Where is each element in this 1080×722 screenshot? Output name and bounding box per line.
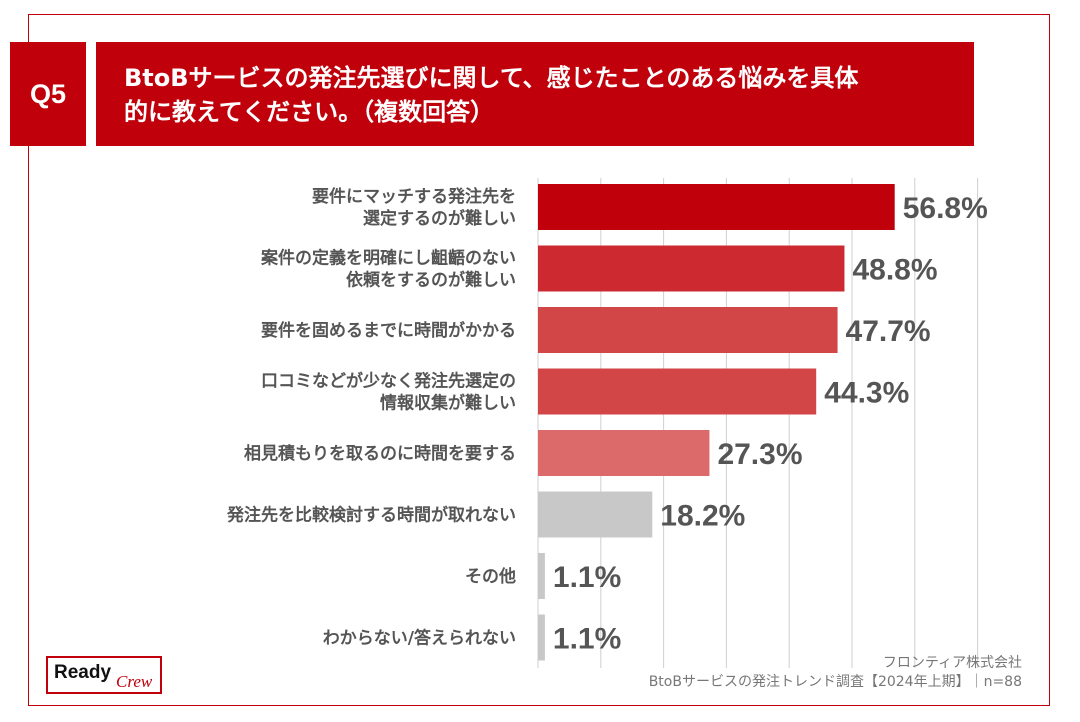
source-note: フロンティア株式会社 BtoBサービスの発注トレンド調査【2024年上期】｜n=… bbox=[649, 654, 1022, 692]
bar bbox=[538, 553, 545, 599]
category-label: その他 bbox=[465, 566, 516, 587]
bar bbox=[538, 491, 653, 538]
question-number: Q5 bbox=[29, 78, 67, 109]
bar bbox=[538, 368, 817, 415]
bar bbox=[538, 614, 545, 661]
source-company: フロンティア株式会社 bbox=[882, 655, 1022, 671]
bar-value-label: 47.7% bbox=[846, 315, 931, 348]
category-label: 発注先を比較検討する時間が取れない bbox=[226, 505, 516, 526]
source-survey: BtoBサービスの発注トレンド調査【2024年上期】｜n=88 bbox=[648, 674, 1022, 690]
bar-value-label: 44.3% bbox=[824, 377, 909, 410]
category-label: 口コミなどが少なく発注先選定の bbox=[261, 371, 516, 392]
category-label: 要件にマッチする発注先を bbox=[312, 186, 516, 207]
question-title: BtoBサービスの発注先選びに関して、感じたことのある悩みを具体 的に教えてくだ… bbox=[96, 42, 974, 146]
bar-value-label: 48.8% bbox=[852, 254, 937, 287]
question-title-line1: BtoBサービスの発注先選びに関して、感じたことのある悩みを具体 bbox=[124, 64, 859, 92]
ready-crew-logo: Ready Crew bbox=[46, 656, 162, 694]
question-title-line2: 的に教えてください。（複数回答） bbox=[124, 98, 495, 126]
bar-value-label: 27.3% bbox=[717, 438, 802, 471]
category-label: わからない/答えられない bbox=[323, 628, 516, 649]
question-number-badge: Q5 bbox=[10, 42, 86, 146]
bar-value-label: 1.1% bbox=[553, 623, 621, 656]
bar-value-label: 18.2% bbox=[660, 500, 745, 533]
category-label: 相見積もりを取るのに時間を要する bbox=[244, 443, 516, 464]
category-label: 選定するのが難しい bbox=[363, 208, 516, 229]
category-label: 情報収集が難しい bbox=[380, 393, 516, 414]
bar bbox=[538, 184, 895, 230]
logo-text-ready: Ready bbox=[54, 662, 112, 683]
logo-text-crew: Crew bbox=[116, 672, 153, 691]
bar-value-label: 56.8% bbox=[903, 192, 988, 225]
category-label: 案件の定義を明確にし齟齬のない bbox=[260, 248, 516, 269]
category-label: 要件を固めるまでに時間がかかる bbox=[261, 320, 516, 341]
category-label: 依頼をするのが難しい bbox=[346, 270, 516, 291]
bar bbox=[538, 245, 845, 292]
bar bbox=[538, 430, 710, 476]
bar bbox=[538, 307, 838, 353]
bar-value-label: 1.1% bbox=[553, 561, 621, 594]
chart-frame bbox=[28, 14, 1050, 706]
